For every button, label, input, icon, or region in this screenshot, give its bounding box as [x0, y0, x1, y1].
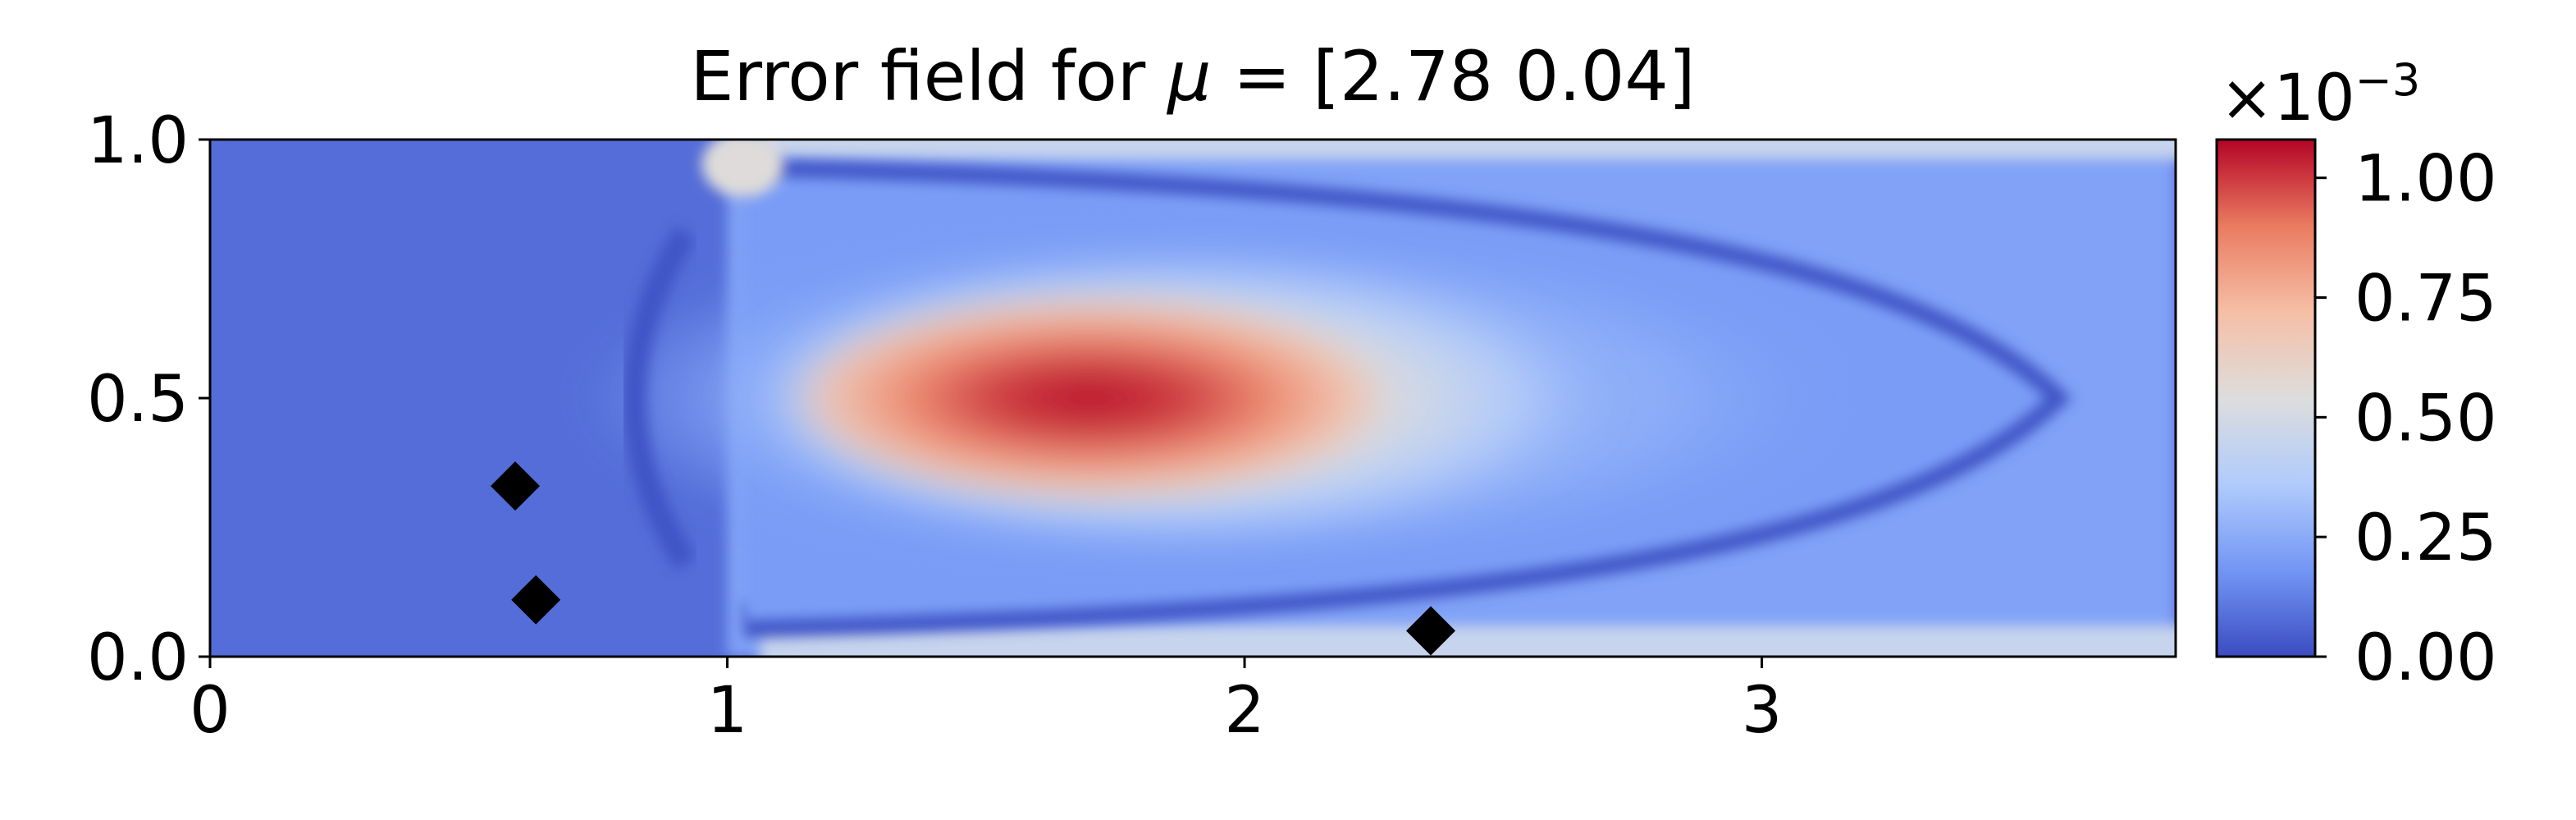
marker-2	[511, 575, 561, 625]
colorbar-gradient	[2217, 140, 2315, 657]
y-tick-label: 0.0	[87, 621, 189, 695]
marker-3	[1406, 606, 1456, 656]
colorbar-multiplier: ×10−3	[2220, 54, 2420, 135]
colorbar-tick-label: 0.25	[2354, 502, 2497, 575]
x-tick-label: 1	[707, 674, 748, 748]
x-tick-label: 0	[190, 674, 231, 748]
colorbar-tick-label: 0.50	[2354, 382, 2497, 456]
x-tick-label: 3	[1742, 674, 1783, 748]
colorbar-tick-label: 1.00	[2354, 143, 2497, 217]
marker-1	[491, 461, 541, 511]
y-axis: 0.0 0.5 1.0	[87, 104, 210, 695]
x-tick-label: 2	[1224, 674, 1265, 748]
colorbar-tick-label: 0.75	[2354, 263, 2497, 337]
y-tick-label: 1.0	[87, 104, 189, 178]
field-inflow-curve	[622, 226, 697, 570]
colorbar-frame	[2215, 138, 2317, 658]
error-field	[210, 140, 2176, 657]
field-corner-spot	[701, 140, 784, 197]
plot-area	[208, 138, 2177, 658]
y-tick-label: 0.5	[87, 363, 189, 437]
x-axis: 0 1 2 3	[190, 657, 1782, 748]
chart-title: Error field for μ = [2.78 0.04]	[690, 36, 1695, 117]
field-bottom-wall	[760, 625, 2176, 657]
colorbar-tick-label: 0.00	[2354, 621, 2497, 695]
field-peak	[779, 295, 1400, 502]
sensor-markers	[491, 461, 1456, 656]
field-top-wall	[760, 140, 2176, 160]
colorbar: 0.00 0.25 0.50 0.75 1.00	[2215, 138, 2497, 695]
